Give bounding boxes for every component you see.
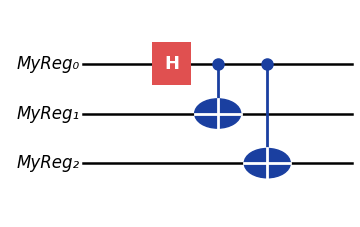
Text: MyReg₁: MyReg₁: [17, 104, 80, 123]
Circle shape: [195, 99, 241, 128]
Bar: [152, 42, 191, 85]
Circle shape: [244, 148, 290, 178]
Text: MyReg₀: MyReg₀: [17, 55, 80, 73]
Text: H: H: [164, 55, 179, 73]
Text: MyReg₂: MyReg₂: [17, 154, 80, 172]
